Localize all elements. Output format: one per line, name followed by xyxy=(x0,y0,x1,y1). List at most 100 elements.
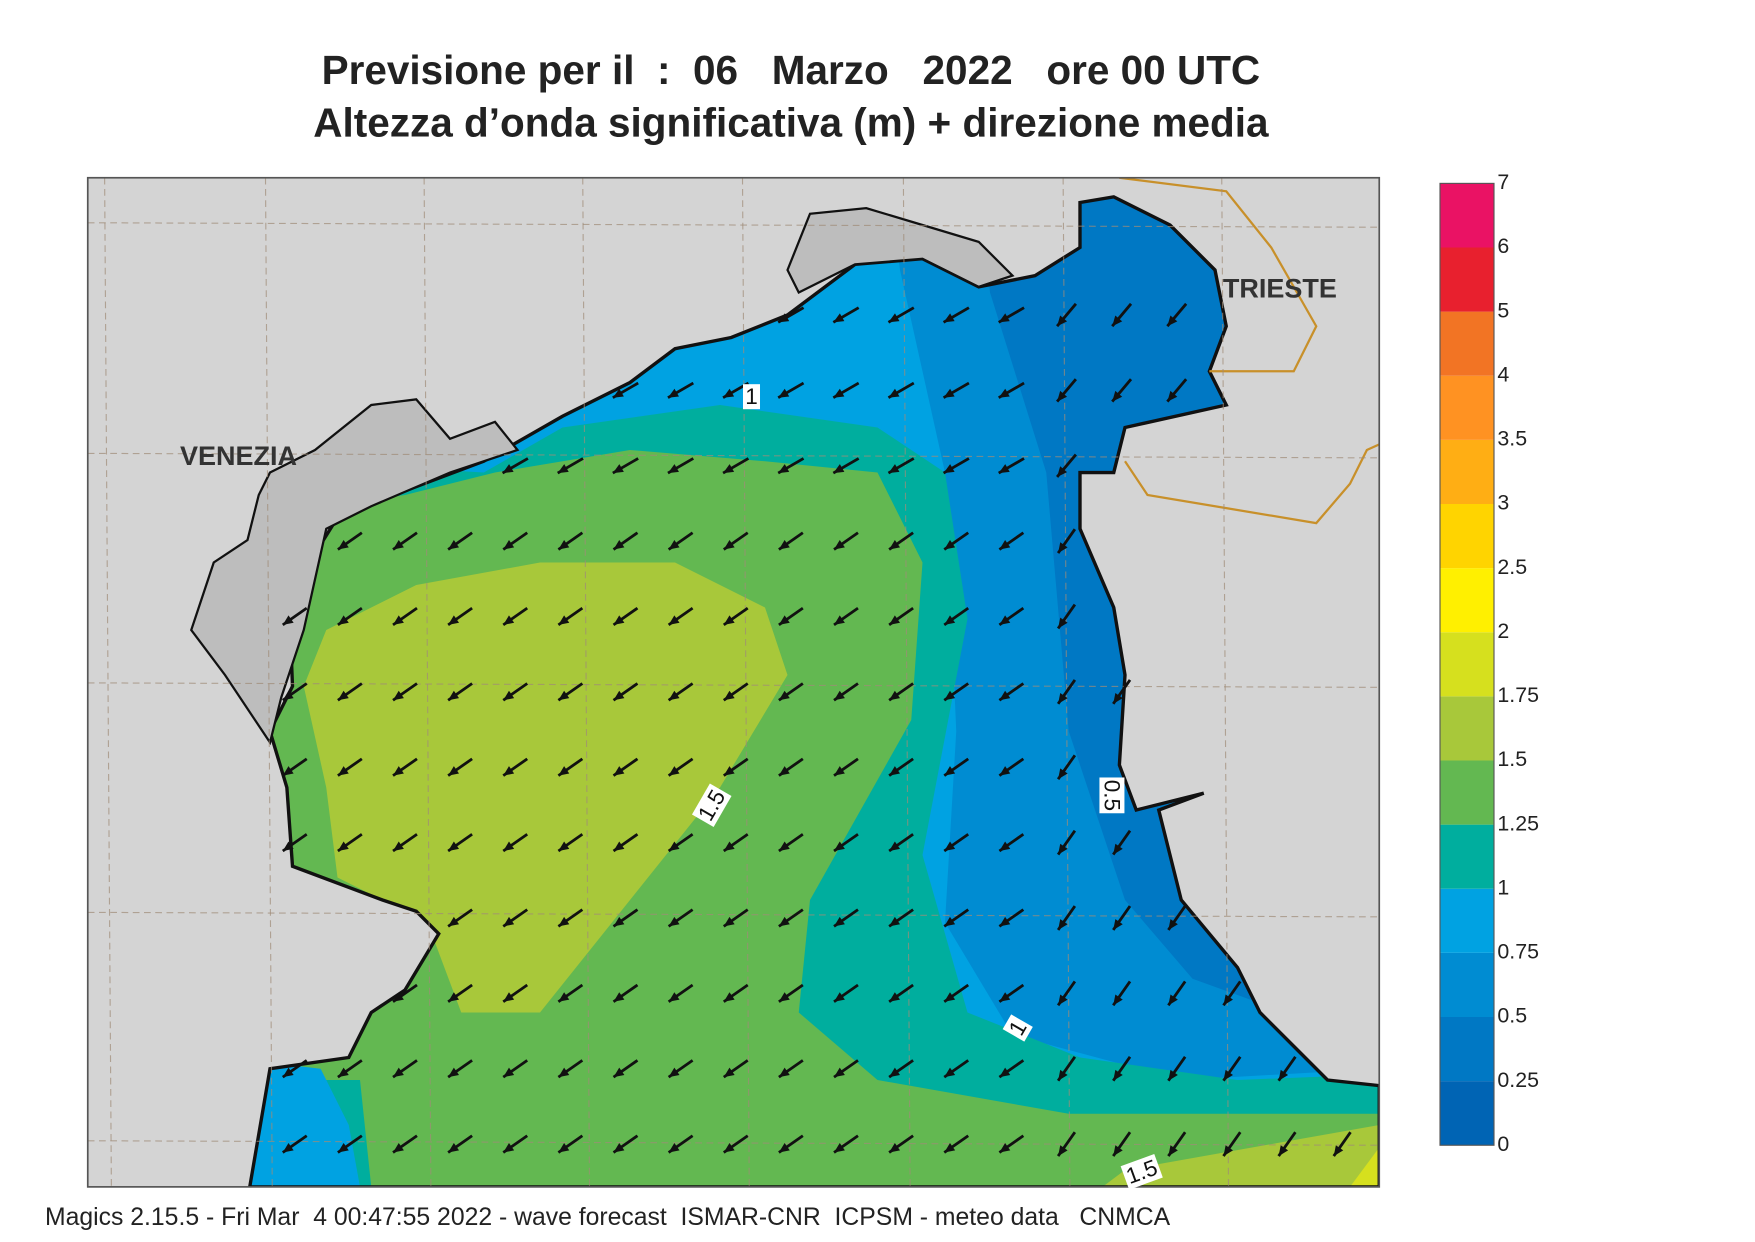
graticule xyxy=(87,177,1380,1187)
region xyxy=(1350,1147,1380,1187)
arrow xyxy=(998,833,1025,853)
arrow-head xyxy=(558,615,570,625)
legend-swatch xyxy=(1440,632,1494,697)
arrow xyxy=(447,606,473,627)
arrow-head xyxy=(337,1067,349,1078)
arrow xyxy=(778,983,804,1003)
arrow xyxy=(888,1059,914,1079)
arrow-head xyxy=(668,540,680,550)
arrow-head xyxy=(558,916,570,927)
arrow xyxy=(1056,453,1077,478)
arrow xyxy=(778,531,804,551)
arrow-head xyxy=(1057,390,1068,402)
region xyxy=(1102,1125,1380,1187)
legend-swatch xyxy=(1440,760,1494,825)
arrow-head xyxy=(1112,390,1123,402)
arrow-head xyxy=(1113,843,1123,855)
arrow-head xyxy=(999,615,1011,625)
arrow xyxy=(1112,679,1132,705)
arrow-head xyxy=(503,841,515,852)
arrow xyxy=(337,757,363,777)
arrow xyxy=(1112,1131,1132,1157)
arrow xyxy=(777,457,805,475)
arrow-head xyxy=(282,690,294,701)
arrow xyxy=(722,757,749,777)
arrow xyxy=(502,1134,529,1154)
arrow-head xyxy=(723,916,735,927)
arrow-head xyxy=(778,1067,790,1078)
legend-swatch xyxy=(1440,1081,1494,1146)
arrow xyxy=(832,381,860,399)
arrow-head xyxy=(1058,692,1068,704)
arrow xyxy=(943,1059,970,1079)
arrow-head xyxy=(282,766,294,776)
arrow-head xyxy=(558,1143,570,1153)
arrow-head xyxy=(889,992,901,1002)
contour-label-box xyxy=(1099,777,1125,814)
arrow-head xyxy=(448,540,460,550)
arrow xyxy=(612,1059,639,1079)
arrow xyxy=(778,682,804,702)
colorbar: 0 0.25 0.5 0.75 1 1.25 1.5 1.75 2 2.5 3 3.5 4 5 6 7 xyxy=(1439,170,1539,1156)
arrow-head xyxy=(944,1067,956,1078)
arrow xyxy=(1056,1055,1077,1082)
arrow-head xyxy=(999,841,1011,852)
arrow-head xyxy=(778,464,790,474)
arrow-head xyxy=(889,766,901,776)
arrow-head xyxy=(393,540,404,550)
legend-label: 4 xyxy=(1497,362,1509,386)
arrow-head xyxy=(1168,994,1178,1006)
arrow-head xyxy=(613,916,625,927)
arrow xyxy=(942,306,970,324)
arrow xyxy=(888,833,914,853)
arrow-head xyxy=(1223,1069,1233,1081)
arrow-head xyxy=(1278,1145,1289,1157)
arrow xyxy=(722,1134,749,1154)
arrow-head xyxy=(723,841,735,852)
arrow xyxy=(1222,980,1242,1007)
arrow xyxy=(1222,1131,1242,1157)
arrow xyxy=(833,983,859,1003)
arrow-head xyxy=(889,615,901,625)
arrow xyxy=(832,306,860,324)
arrow-head xyxy=(613,1143,625,1153)
arrow-head xyxy=(889,540,901,550)
arrow-head xyxy=(723,540,735,550)
arrow xyxy=(1112,905,1132,931)
arrow-head xyxy=(337,615,349,625)
arrow-head xyxy=(723,1067,735,1078)
arrow-head xyxy=(944,841,956,852)
arrow xyxy=(281,833,308,853)
arrow xyxy=(832,457,860,475)
arrow-head xyxy=(503,615,515,625)
arrow-head xyxy=(503,916,515,927)
arrow xyxy=(667,983,694,1003)
arrow xyxy=(778,1059,804,1079)
arrow xyxy=(337,833,363,853)
arrow-head xyxy=(888,313,900,323)
arrow xyxy=(722,682,749,702)
arrow-head xyxy=(778,313,790,323)
grid-line xyxy=(87,1140,1380,1146)
arrow xyxy=(888,531,914,551)
arrow xyxy=(612,381,639,399)
arrow xyxy=(887,381,915,399)
arrow-head xyxy=(613,615,625,625)
arrow xyxy=(998,606,1025,627)
arrow xyxy=(998,908,1025,928)
arrow xyxy=(392,1134,418,1154)
arrow xyxy=(612,457,639,475)
arrow-head xyxy=(778,916,790,927)
legend-swatch xyxy=(1440,696,1494,761)
place-label: VENEZIA xyxy=(180,441,297,471)
arrow xyxy=(777,381,805,399)
arrow xyxy=(1222,1055,1242,1082)
arrow-head xyxy=(834,766,845,776)
place-label: TRIESTE xyxy=(1223,273,1337,303)
arrow-head xyxy=(889,916,901,927)
region xyxy=(303,562,788,1013)
arrow-head xyxy=(393,766,404,776)
arrow xyxy=(557,757,584,777)
arrow-head xyxy=(1057,315,1068,327)
arrow xyxy=(337,682,363,702)
